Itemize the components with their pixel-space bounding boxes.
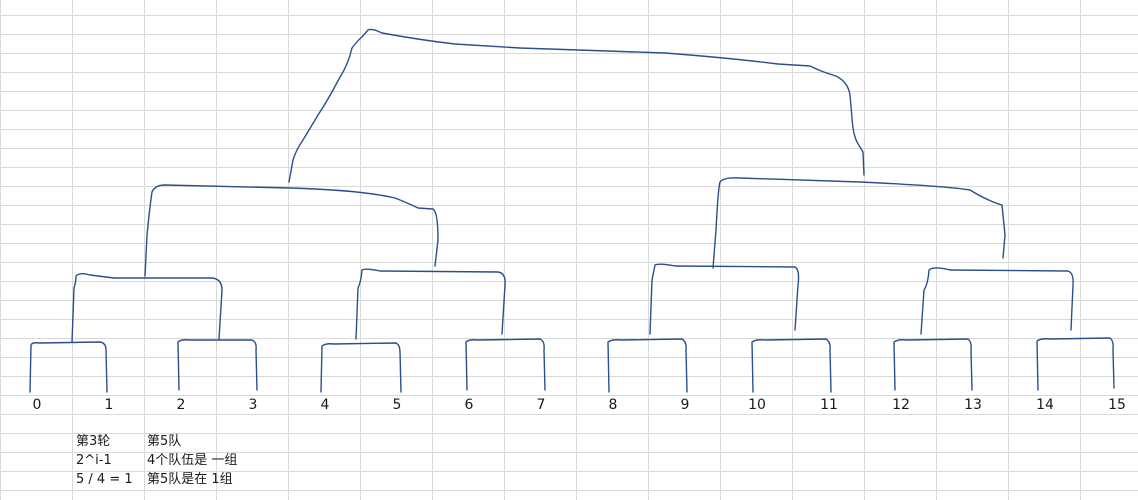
team-number: 4: [320, 397, 330, 413]
team-number: 1: [104, 397, 114, 413]
team-number: 0: [32, 397, 42, 413]
team-number: 8: [608, 397, 618, 413]
team-number: 13: [964, 397, 982, 413]
team-number: 6: [464, 397, 474, 413]
note-result: 第5队是在 1组: [147, 472, 233, 487]
team-number: 14: [1036, 397, 1054, 413]
note-group-size: 4个队伍是 一组: [147, 453, 238, 468]
team-number: 11: [820, 397, 838, 413]
note-team-label: 第5队: [147, 434, 182, 449]
note-formula: 2^i-1: [76, 453, 112, 468]
note-round-label: 第3轮: [76, 434, 111, 449]
team-number: 9: [680, 397, 690, 413]
team-number: 5: [392, 397, 402, 413]
team-number: 2: [176, 397, 186, 413]
team-number: 3: [248, 397, 258, 413]
team-number: 7: [536, 397, 546, 413]
team-number: 15: [1108, 397, 1126, 413]
note-division: 5 / 4 = 1: [76, 472, 133, 487]
team-number: 12: [892, 397, 910, 413]
team-number: 10: [748, 397, 766, 413]
